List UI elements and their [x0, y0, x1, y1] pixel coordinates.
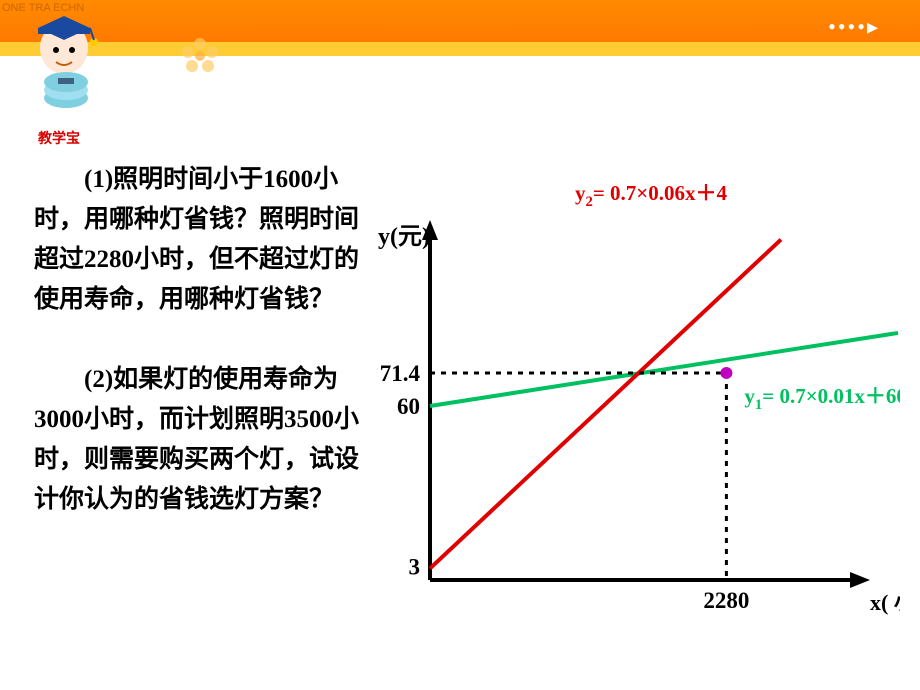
chart-container: y(元) x( 小时) 71.4 60 3 2280 y1= 0.7×0.01x＋60 y2=…: [360, 180, 900, 640]
mascot-icon: [28, 6, 100, 126]
flower-decoration: [180, 36, 220, 76]
mascot-label: 教学宝: [38, 128, 80, 148]
svg-text:y1= 0.7×0.01x＋60: y1= 0.7×0.01x＋60: [744, 384, 900, 413]
svg-text:71.4: 71.4: [380, 361, 421, 386]
q2-prefix: (2): [84, 366, 113, 393]
svg-text:60: 60: [397, 394, 420, 419]
svg-text:y(元): y(元): [378, 224, 430, 250]
header-dots: ••••▸: [828, 14, 880, 40]
q1-prefix: (1): [84, 166, 113, 193]
question-block: (1)照明时间小于1600小时，用哪种灯省钱？照明时间超过2280小时，但不超过…: [34, 160, 364, 520]
svg-text:3: 3: [409, 554, 421, 579]
svg-text:y2= 0.7×0.06x＋4: y2= 0.7×0.06x＋4: [575, 181, 728, 210]
header-bar: ONE TRA ECHN ••••▸: [0, 0, 920, 42]
q2-indent: [34, 366, 84, 393]
svg-text:x( 小时): x( 小时): [870, 590, 900, 615]
chart-svg: y(元) x( 小时) 71.4 60 3 2280 y1= 0.7×0.01x＋60 y2=…: [360, 180, 900, 620]
q1-indent: [34, 166, 84, 193]
sub-header-bar: [0, 42, 920, 56]
svg-text:2280: 2280: [703, 588, 749, 613]
